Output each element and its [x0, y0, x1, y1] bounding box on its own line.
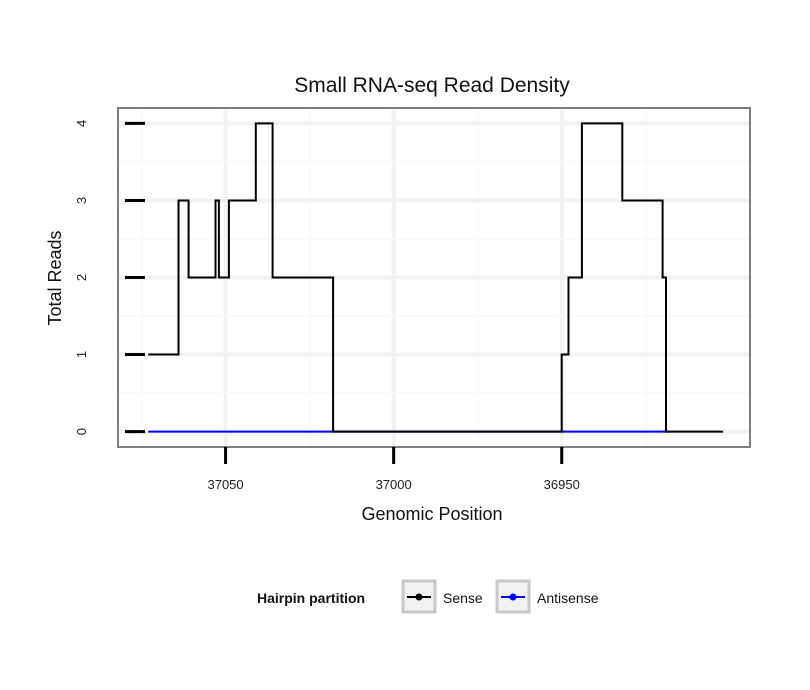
legend-key-antisense-dot [509, 593, 517, 601]
legend: Hairpin partition Sense Antisense [257, 579, 599, 614]
legend-key-sense-dot [415, 593, 423, 601]
y-axis-label: Total Reads [45, 230, 65, 325]
x-tick-label-1: 37000 [376, 477, 412, 492]
y-tick-label-4: 4 [74, 120, 89, 127]
y-tick-label-2: 2 [74, 274, 89, 281]
axes: 37050 37000 36950 0 1 2 3 4 [74, 120, 580, 492]
plot-border [117, 107, 751, 448]
gridlines [118, 108, 750, 447]
legend-label-antisense: Antisense [537, 590, 599, 606]
legend-title: Hairpin partition [257, 590, 365, 606]
x-tick-label-2: 36950 [544, 477, 580, 492]
series-layer [148, 122, 724, 433]
chart-title: Small RNA-seq Read Density [294, 74, 570, 97]
legend-label-sense: Sense [443, 590, 483, 606]
y-tick-label-0: 0 [74, 428, 89, 435]
y-tick-label-3: 3 [74, 197, 89, 204]
x-tick-label-0: 37050 [207, 477, 243, 492]
series-line-sense [148, 122, 724, 433]
x-axis-label: Genomic Position [361, 504, 502, 524]
y-tick-label-1: 1 [74, 351, 89, 358]
